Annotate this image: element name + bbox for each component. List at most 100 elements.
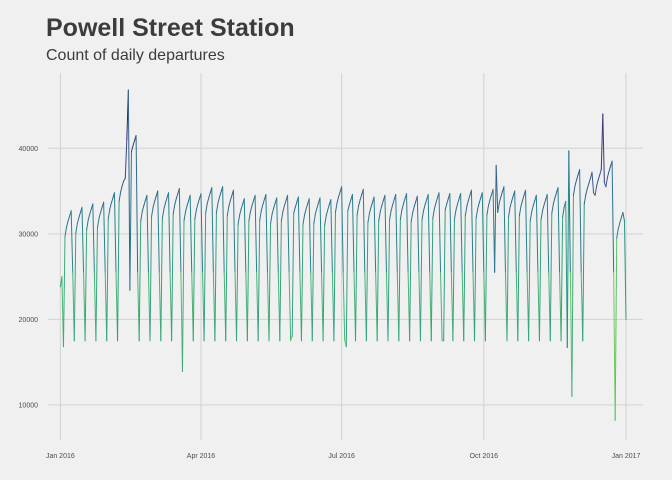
line-segment [314,207,318,215]
line-segment [392,199,395,206]
line-segment [276,197,279,273]
line-segment [475,208,479,219]
line-segment [511,195,514,202]
line-segment [551,203,554,214]
line-segment [528,220,531,342]
line-segment [200,193,204,273]
y-tick-label: 40000 [19,146,39,153]
line-segment [84,229,88,342]
line-segment [432,208,435,219]
line-segment [92,203,95,273]
line-segment [518,205,522,217]
line-segment [161,208,165,219]
line-segment [120,185,123,193]
line-segment [225,215,228,342]
line-segment [189,194,193,273]
line-segment [543,199,547,206]
line-segment [529,211,533,222]
line-segment [576,174,579,181]
line-segment [423,204,426,212]
line-segment [489,193,493,201]
line-segment [291,212,295,337]
line-segment [413,200,417,207]
line-segment [66,220,69,228]
line-segment [446,198,449,205]
line-segment [463,215,466,342]
line-segment [497,202,500,213]
line-segment [455,203,459,211]
line-segment [381,199,384,207]
line-segment [409,221,412,342]
line-segment [419,219,423,342]
line-segment [384,194,387,273]
line-segment [341,186,344,273]
line-segment [611,160,615,273]
line-segment [330,199,333,273]
line-segment [582,203,585,342]
line-segment [206,197,210,205]
line-segment [154,195,157,202]
gridlines [48,73,643,440]
line-segment [197,198,200,205]
line-segment [138,220,142,342]
line-segment [268,223,272,342]
line-segment [239,208,242,216]
line-segment [226,205,230,217]
y-tick-label: 10000 [19,402,39,409]
line-segment [288,271,292,342]
line-segment [484,214,488,342]
x-tick-label: Jan 2017 [612,453,641,460]
line-segment [470,189,474,273]
line-segment [449,193,452,273]
y-tick-label: 30000 [19,231,39,238]
line-segment [300,223,304,342]
line-segment [89,208,92,215]
line-segment [118,191,122,202]
line-segment [319,197,323,273]
line-segment [412,205,415,213]
line-segment [487,199,491,207]
line-segment [135,134,139,273]
line-segment [597,174,601,181]
line-segment [368,206,372,214]
line-segment [297,196,301,273]
line-segment [322,224,326,342]
line-segment [585,187,588,195]
line-segment [532,199,536,207]
line-segment [474,217,477,342]
line-segment [390,204,394,212]
chart-title: Powell Street Station [46,14,295,42]
line-segment [262,199,265,206]
line-segment [562,206,565,218]
line-segment [387,219,391,342]
line-segment [596,179,599,187]
chart-subtitle: Count of daily departures [46,47,225,64]
line-segment [616,228,619,239]
line-segment [376,220,380,342]
line-segment [304,208,307,216]
line-segment [500,191,503,198]
line-segment [453,209,457,220]
line-segment [143,199,146,207]
line-segment [287,194,290,273]
line-segment [546,193,550,273]
line-segment [208,192,211,199]
line-segment [355,214,358,342]
line-segment [588,177,591,184]
line-segment [294,201,298,208]
line-segment [243,198,247,273]
line-segment [195,203,199,211]
line-segment [325,209,329,217]
x-tick-label: Jan 2016 [46,453,75,460]
line-segment [76,217,80,225]
line-segment [305,203,309,210]
line-segment [117,200,120,342]
line-segment [73,232,77,342]
line-segment [498,196,502,204]
line-segment [571,194,574,397]
line-segment [557,187,561,273]
line-segment [351,193,355,273]
line-segment [430,217,434,342]
line-segment [103,201,106,273]
